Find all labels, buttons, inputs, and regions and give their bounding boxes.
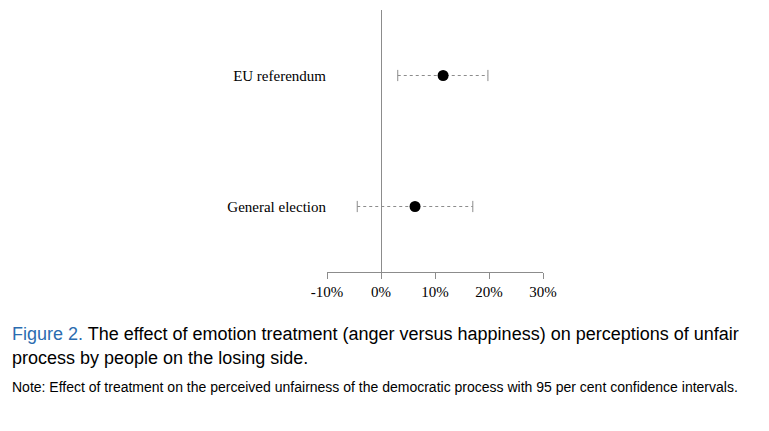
- svg-text:-10%: -10%: [311, 284, 344, 300]
- html-text:Figure 2. The effect of emotio: Figure 2. The effect of emotion treatmen…: [12, 324, 739, 368]
- svg-text:20%: 20%: [475, 284, 503, 300]
- svg-text:0%: 0%: [371, 284, 391, 300]
- svg-text:General election: General election: [227, 199, 326, 215]
- svg-text:30%: 30%: [529, 284, 557, 300]
- svg-text:EU referendum: EU referendum: [233, 68, 326, 84]
- svg-text:10%: 10%: [421, 284, 449, 300]
- html-text:Note: Effect of treatment on t: Note: Effect of treatment on the perceiv…: [12, 379, 738, 395]
